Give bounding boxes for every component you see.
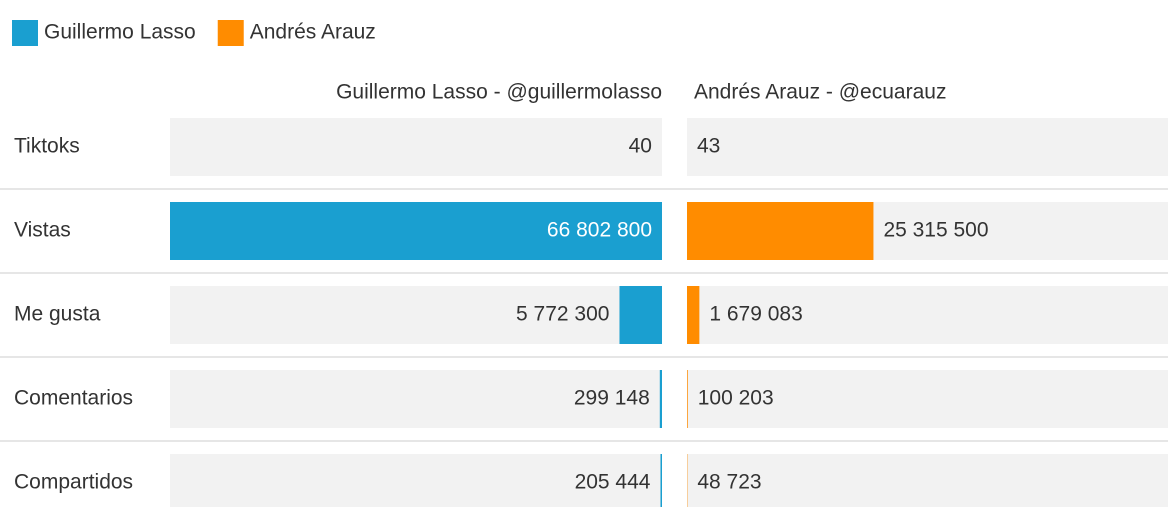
row-label: Comentarios — [14, 387, 133, 410]
bar — [659, 370, 662, 428]
bar — [687, 286, 700, 344]
value-label: 299 148 — [574, 387, 650, 410]
row-background — [170, 454, 662, 507]
legend-label: Guillermo Lasso — [44, 21, 196, 44]
bar — [660, 454, 662, 507]
column-title: Guillermo Lasso - @guillermolasso — [336, 81, 662, 104]
value-label: 5 772 300 — [516, 303, 609, 326]
row-background — [687, 118, 1168, 176]
column-title: Andrés Arauz - @ecuarauz — [694, 81, 946, 104]
bar — [687, 202, 874, 260]
value-label: 1 679 083 — [709, 303, 802, 326]
value-label: 205 444 — [575, 471, 651, 494]
row-background — [170, 118, 662, 176]
legend-label: Andrés Arauz — [250, 21, 376, 44]
row-label: Vistas — [14, 219, 71, 242]
value-label: 43 — [697, 135, 720, 158]
bar — [619, 286, 662, 344]
value-label: 48 723 — [697, 471, 761, 494]
row-background — [687, 286, 1168, 344]
row-label: Tiktoks — [14, 135, 80, 158]
row-background — [170, 286, 662, 344]
legend-swatch — [12, 20, 38, 46]
value-label: 40 — [629, 135, 652, 158]
row-label: Me gusta — [14, 303, 101, 326]
legend-swatch — [217, 20, 244, 46]
bar — [170, 202, 662, 260]
value-label: 66 802 800 — [547, 219, 652, 242]
row-background — [687, 454, 1168, 507]
value-label: 100 203 — [698, 387, 774, 410]
row-background — [687, 370, 1168, 428]
row-label: Compartidos — [14, 471, 133, 494]
row-background — [170, 370, 662, 428]
value-label: 25 315 500 — [883, 219, 988, 242]
bar — [687, 370, 688, 428]
